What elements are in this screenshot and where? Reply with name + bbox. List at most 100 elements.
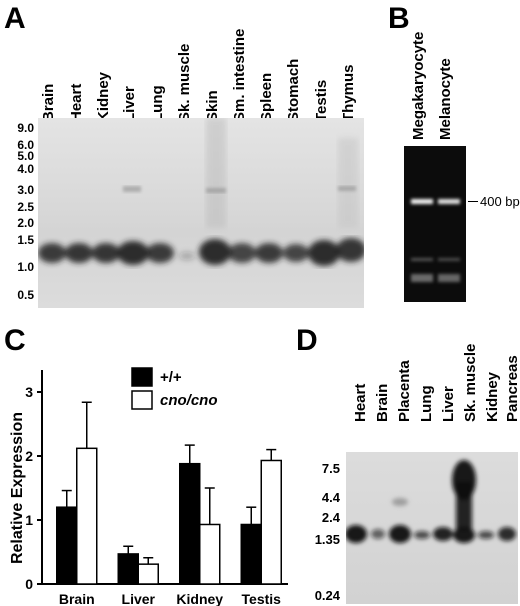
bar (56, 506, 78, 585)
band (336, 238, 364, 262)
panel-d-lane-label: Brain (374, 383, 391, 422)
legend-swatch (131, 390, 153, 410)
size-marker: 7.5 (321, 461, 340, 476)
band (117, 241, 149, 265)
smear (206, 118, 226, 228)
panel-a-lane-label: Liver (121, 86, 138, 122)
y-tick-label: 2 (25, 448, 33, 464)
size-marker: 3.0 (17, 183, 34, 197)
panel-b-bands (411, 199, 460, 282)
size-marker: 4.0 (17, 162, 34, 176)
bar (179, 462, 201, 585)
smear (338, 138, 358, 228)
panel-d-lane-label: Heart (352, 383, 369, 422)
panel-b-lane-label: Megakaryocyte (410, 31, 427, 140)
panel-a-northern-blot (38, 118, 364, 308)
panel-a-letter: A (4, 2, 26, 35)
band (498, 527, 516, 541)
panel-c-letter: C (4, 324, 26, 357)
bar (260, 459, 282, 585)
band (346, 525, 367, 543)
panel-a-lane-label: Testis (313, 79, 330, 122)
size-marker: 2.4 (321, 510, 340, 525)
band (65, 243, 93, 263)
band (38, 243, 66, 263)
band (199, 239, 231, 265)
band-marker-line (468, 201, 478, 202)
panel-a-lane-label: Spleen (258, 72, 275, 122)
panel-a-lane-label: Kidney (95, 71, 112, 122)
size-marker: 9.0 (17, 121, 34, 135)
band (92, 243, 120, 263)
size-marker: 5.0 (17, 149, 34, 163)
panel-a-lane-label: Lung (149, 85, 166, 122)
panel-d-lane-label: Sk. muscle (462, 343, 479, 422)
y-tick-label: 1 (25, 512, 33, 528)
panel-d-bands (346, 460, 516, 543)
legend-label: cno/cno (160, 392, 218, 409)
band (433, 527, 453, 541)
size-marker: 4.4 (321, 490, 340, 505)
band (478, 531, 494, 539)
panel-a-lane-label: Brain (40, 83, 57, 122)
legend-swatch (131, 367, 153, 387)
panel-b-lane-label: Melanocyte (437, 58, 454, 140)
band (438, 199, 460, 204)
x-tick-label: Testis (242, 591, 282, 606)
bar (76, 447, 98, 585)
band (414, 531, 430, 539)
size-marker: 1.0 (17, 260, 34, 274)
y-tick-label: 3 (25, 384, 33, 400)
band (389, 525, 411, 543)
panel-d-lane-label: Kidney (484, 371, 501, 422)
band (392, 498, 408, 506)
x-tick-label: Kidney (176, 591, 223, 606)
band (438, 258, 460, 261)
panel-b-rt-pcr-gel (404, 146, 466, 302)
panel-a-lane-label: Sk. muscle (176, 43, 193, 122)
size-marker: 6.0 (17, 138, 34, 152)
band (255, 243, 283, 263)
panel-a-lane-label: Thymus (340, 64, 357, 122)
band (308, 240, 340, 266)
y-tick-label: 0 (25, 576, 33, 592)
bar (240, 523, 262, 585)
bar (117, 553, 139, 585)
panel-d-lane-label: Pancreas (504, 355, 520, 422)
band (283, 244, 309, 262)
panel-d-letter: D (296, 324, 318, 357)
size-marker: 0.5 (17, 288, 34, 302)
band (228, 243, 256, 263)
panel-a-lane-label: Sm. intestine (231, 28, 248, 122)
panel-a-lane-label: Heart (68, 83, 85, 122)
band (411, 199, 433, 204)
size-marker: 1.5 (17, 233, 34, 247)
y-axis-label: Relative Expression (9, 412, 26, 564)
band (453, 527, 475, 543)
panel-b-letter: B (388, 2, 410, 35)
band (146, 243, 174, 263)
band (338, 186, 356, 191)
panel-a-bands (38, 118, 364, 266)
band (371, 529, 385, 539)
panel-d-lane-label: Lung (418, 385, 435, 422)
band (411, 258, 433, 261)
panel-a-lane-label: Stomach (285, 58, 302, 122)
panel-d-northern-blot (346, 452, 518, 604)
panel-d-lane-label: Liver (440, 386, 457, 422)
bar (137, 563, 159, 585)
x-tick-label: Liver (122, 591, 156, 606)
band (456, 482, 472, 530)
band (438, 274, 460, 282)
band (411, 274, 433, 282)
size-marker: 2.0 (17, 216, 34, 230)
band (206, 188, 226, 193)
band (123, 186, 141, 192)
panel-d-lane-label: Placenta (396, 360, 413, 422)
x-tick-label: Brain (59, 591, 95, 606)
size-marker: 2.5 (17, 200, 34, 214)
bar (199, 523, 221, 585)
band-size-label: 400 bp (480, 194, 520, 209)
band (179, 252, 195, 260)
legend-label: +/+ (160, 369, 182, 386)
